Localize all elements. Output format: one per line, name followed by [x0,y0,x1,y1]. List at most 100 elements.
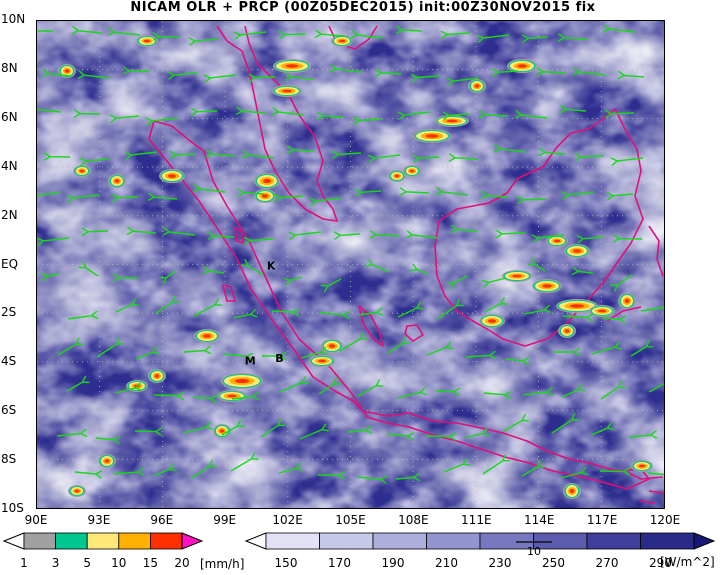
wind-vector [402,30,422,31]
rain-cell [468,79,486,93]
rain-cell [589,305,615,317]
wind-reference-value: 10 [527,545,541,558]
wind-vector [255,77,275,78]
lat-tick-label: 2S [1,305,35,319]
wind-vector [244,193,264,194]
rain-cell [558,324,576,338]
rain-cell [532,279,562,293]
rain-cell [108,174,126,188]
wind-vector [197,111,217,112]
wind-vector [118,197,138,198]
legend-swatch [56,533,88,549]
wind-vector [581,156,604,157]
olr-colorbar: 10 [246,533,714,558]
rain-cell [564,244,590,258]
lat-tick-label: 4S [1,354,35,368]
legend-swatch [266,533,320,549]
lat-tick-label: 6S [1,403,35,417]
olr-tick-label: 210 [435,556,458,570]
rain-cell [98,454,116,468]
prcp-tick-label: 1 [20,556,28,570]
rain-cell [73,165,91,177]
wind-vector [293,150,313,151]
prcp-tick-label: 15 [143,556,158,570]
legend-swatch [534,533,588,549]
lat-tick-label: 8S [1,452,35,466]
legend-end-triangle [182,533,202,549]
rain-cell [221,373,263,389]
lon-tick-label: 90E [14,513,58,527]
rain-cell [309,355,335,367]
lon-tick-label: 96E [140,513,184,527]
wind-vector [154,395,178,396]
lon-tick-label: 117E [580,513,624,527]
legend-swatch [587,533,641,549]
legend-swatch [87,533,119,549]
prcp-colorbar [4,533,202,549]
wind-vector [323,116,343,117]
rain-cell [68,485,86,497]
rain-cell [479,314,505,328]
wind-vector [214,236,234,237]
wind-vector [176,154,196,155]
lat-tick-label: 4N [1,159,35,173]
rain-cell [194,329,220,343]
legend-swatch [150,533,182,549]
rain-cell [631,460,653,472]
legend-swatch [427,533,481,549]
olr-tick-label: 230 [489,556,512,570]
wind-vector [135,431,156,432]
wind-vector [502,233,525,234]
station-marker-k: K [267,260,276,273]
rain-cell [254,173,280,189]
prcp-tick-label: 10 [111,556,126,570]
rain-cell [321,339,343,353]
wind-vector [426,436,450,437]
olr-tick-label: 250 [542,556,565,570]
olr-tick-label: 170 [328,556,351,570]
station-marker-b: B [275,352,283,365]
lon-tick-label: 93E [77,513,121,527]
rain-cell [217,390,247,402]
map-title: NICAM OLR + PRCP (00Z05DEC2015) init:00Z… [0,0,726,15]
wind-vector [611,113,634,114]
legend-swatch [119,533,151,549]
cloud-texture [37,21,664,508]
legend-swatch [373,533,427,549]
rain-cell [272,85,302,97]
wind-vector [88,231,108,232]
prcp-tick-label: 5 [83,556,91,570]
rain-cell [254,189,276,203]
lon-tick-label: 102E [266,513,310,527]
rain-cell [435,115,469,127]
lon-tick-label: 120E [643,513,687,527]
legend-swatch [641,533,695,549]
wind-vector [381,73,401,74]
lon-tick-label: 111E [454,513,498,527]
legend-end-triangle [246,533,266,549]
lon-tick-label: 99E [203,513,247,527]
legend-end-triangle [4,533,24,549]
legend-swatch [480,533,534,549]
rain-cell [618,293,636,309]
rain-cell [136,35,158,47]
rain-cell [502,270,532,282]
lat-tick-label: 10N [1,12,35,26]
legend-swatch [320,533,374,549]
wind-vector [436,391,454,392]
lat-tick-label: EQ [1,257,35,271]
lon-tick-label: 108E [391,513,435,527]
rain-cell [159,169,185,183]
legend-swatch [24,533,56,549]
lat-tick-label: 8N [1,61,35,75]
rain-cell [413,129,451,143]
olr-tick-label: 270 [596,556,619,570]
lon-tick-label: 114E [517,513,561,527]
wind-vector [523,199,546,200]
lon-tick-label: 105E [329,513,373,527]
rain-cell [148,369,166,383]
